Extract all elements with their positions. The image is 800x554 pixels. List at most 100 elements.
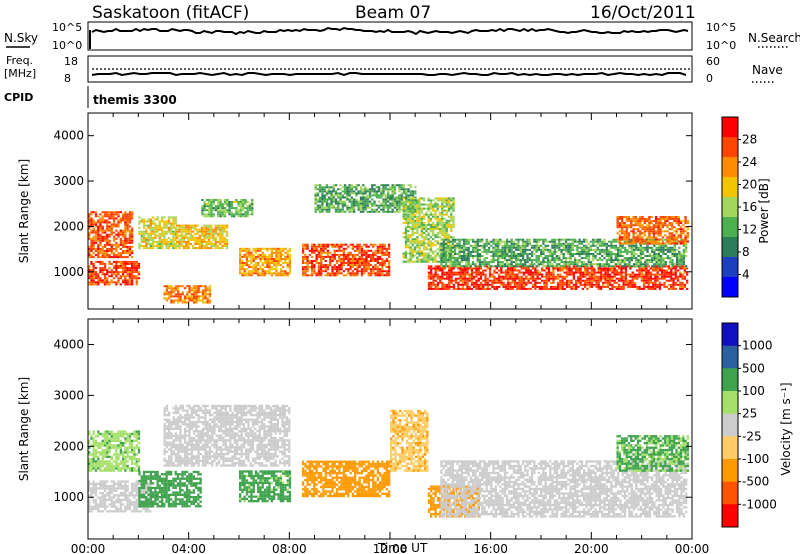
power-cell — [404, 236, 408, 239]
power-cell — [286, 255, 289, 258]
power-cell — [191, 247, 195, 250]
power-cell — [383, 245, 386, 248]
power-cell — [334, 210, 338, 213]
power-cell — [448, 279, 451, 282]
power-cell — [416, 205, 419, 208]
power-cell — [188, 297, 191, 300]
power-cell — [543, 279, 546, 282]
power-cell — [576, 259, 579, 262]
power-cell — [304, 268, 307, 271]
power-cell — [288, 272, 292, 275]
power-cell — [208, 211, 211, 214]
power-cell — [574, 240, 577, 243]
power-cell — [509, 267, 512, 270]
power-cell — [323, 186, 326, 189]
power-cell — [216, 232, 220, 235]
power-cell — [131, 233, 134, 236]
power-cell — [362, 208, 365, 211]
power-cell — [122, 219, 125, 222]
power-cell — [197, 287, 200, 290]
power-cell — [638, 275, 641, 278]
power-cell — [564, 257, 568, 260]
power-cell — [124, 231, 127, 234]
power-cell — [359, 210, 363, 213]
power-cell — [429, 217, 433, 220]
power-cell — [165, 240, 168, 243]
power-cell — [515, 242, 518, 245]
power-cell — [383, 270, 386, 273]
power-cell — [516, 275, 519, 278]
power-cell — [389, 188, 392, 191]
power-cell — [407, 240, 410, 243]
power-cell — [88, 217, 91, 220]
power-cell — [248, 213, 252, 216]
power-cell — [349, 274, 352, 277]
power-cell — [378, 264, 382, 267]
power-cell — [571, 244, 574, 247]
power-cell — [610, 265, 613, 268]
power-cell — [559, 283, 562, 286]
power-cell — [516, 283, 519, 286]
power-cell — [383, 260, 386, 262]
power-cell — [614, 255, 617, 257]
power-cell — [413, 242, 417, 245]
power-cell — [508, 246, 511, 249]
power-cell — [430, 265, 433, 268]
power-cell — [198, 228, 201, 231]
power-cell — [440, 261, 443, 264]
power-cell — [128, 269, 132, 272]
power-cell — [402, 217, 405, 220]
power-cell — [607, 265, 611, 268]
power-cell — [301, 270, 305, 273]
power-cell — [367, 255, 370, 258]
power-cell — [101, 250, 104, 252]
power-cell — [362, 200, 365, 203]
power-cell — [122, 281, 125, 284]
power-cell — [387, 206, 390, 209]
power-cell — [517, 253, 520, 255]
power-cell — [420, 223, 423, 226]
power-cell — [467, 242, 470, 245]
power-cell — [681, 285, 684, 288]
power-cell — [126, 241, 129, 244]
power-cell — [182, 236, 186, 239]
power-cell — [254, 249, 258, 252]
power-cell — [286, 266, 289, 269]
power-cell — [158, 226, 161, 229]
power-cell — [210, 245, 213, 247]
power-cell — [385, 274, 388, 277]
power-cell — [584, 267, 587, 270]
power-cell — [469, 263, 473, 266]
power-cell — [206, 299, 209, 302]
power-cell — [531, 279, 535, 282]
power-cell — [356, 258, 359, 260]
power-cell — [369, 264, 373, 267]
power-cell — [122, 241, 125, 244]
power-cell — [434, 273, 437, 276]
power-cell — [284, 274, 287, 277]
power-cell — [315, 253, 318, 256]
power-cell — [398, 202, 401, 205]
power-cell — [372, 245, 375, 248]
power-cell — [219, 207, 222, 210]
power-cell — [606, 271, 609, 274]
power-cell — [478, 257, 482, 260]
power-region — [88, 260, 141, 286]
power-cell — [168, 295, 171, 298]
power-cell — [443, 234, 446, 237]
power-cell — [221, 240, 224, 243]
power-cell — [126, 223, 129, 226]
power-cell — [190, 293, 193, 296]
power-cell — [304, 243, 307, 246]
power-cell — [341, 204, 344, 207]
power-cell — [509, 287, 512, 290]
power-cell — [244, 215, 247, 218]
power-cell — [223, 211, 227, 214]
power-cell — [128, 215, 132, 218]
power-cell — [497, 242, 500, 245]
power-cell — [128, 217, 132, 220]
power-cell — [619, 250, 622, 253]
power-cell — [364, 206, 367, 209]
power-cell — [235, 209, 238, 212]
power-cell — [191, 234, 195, 237]
